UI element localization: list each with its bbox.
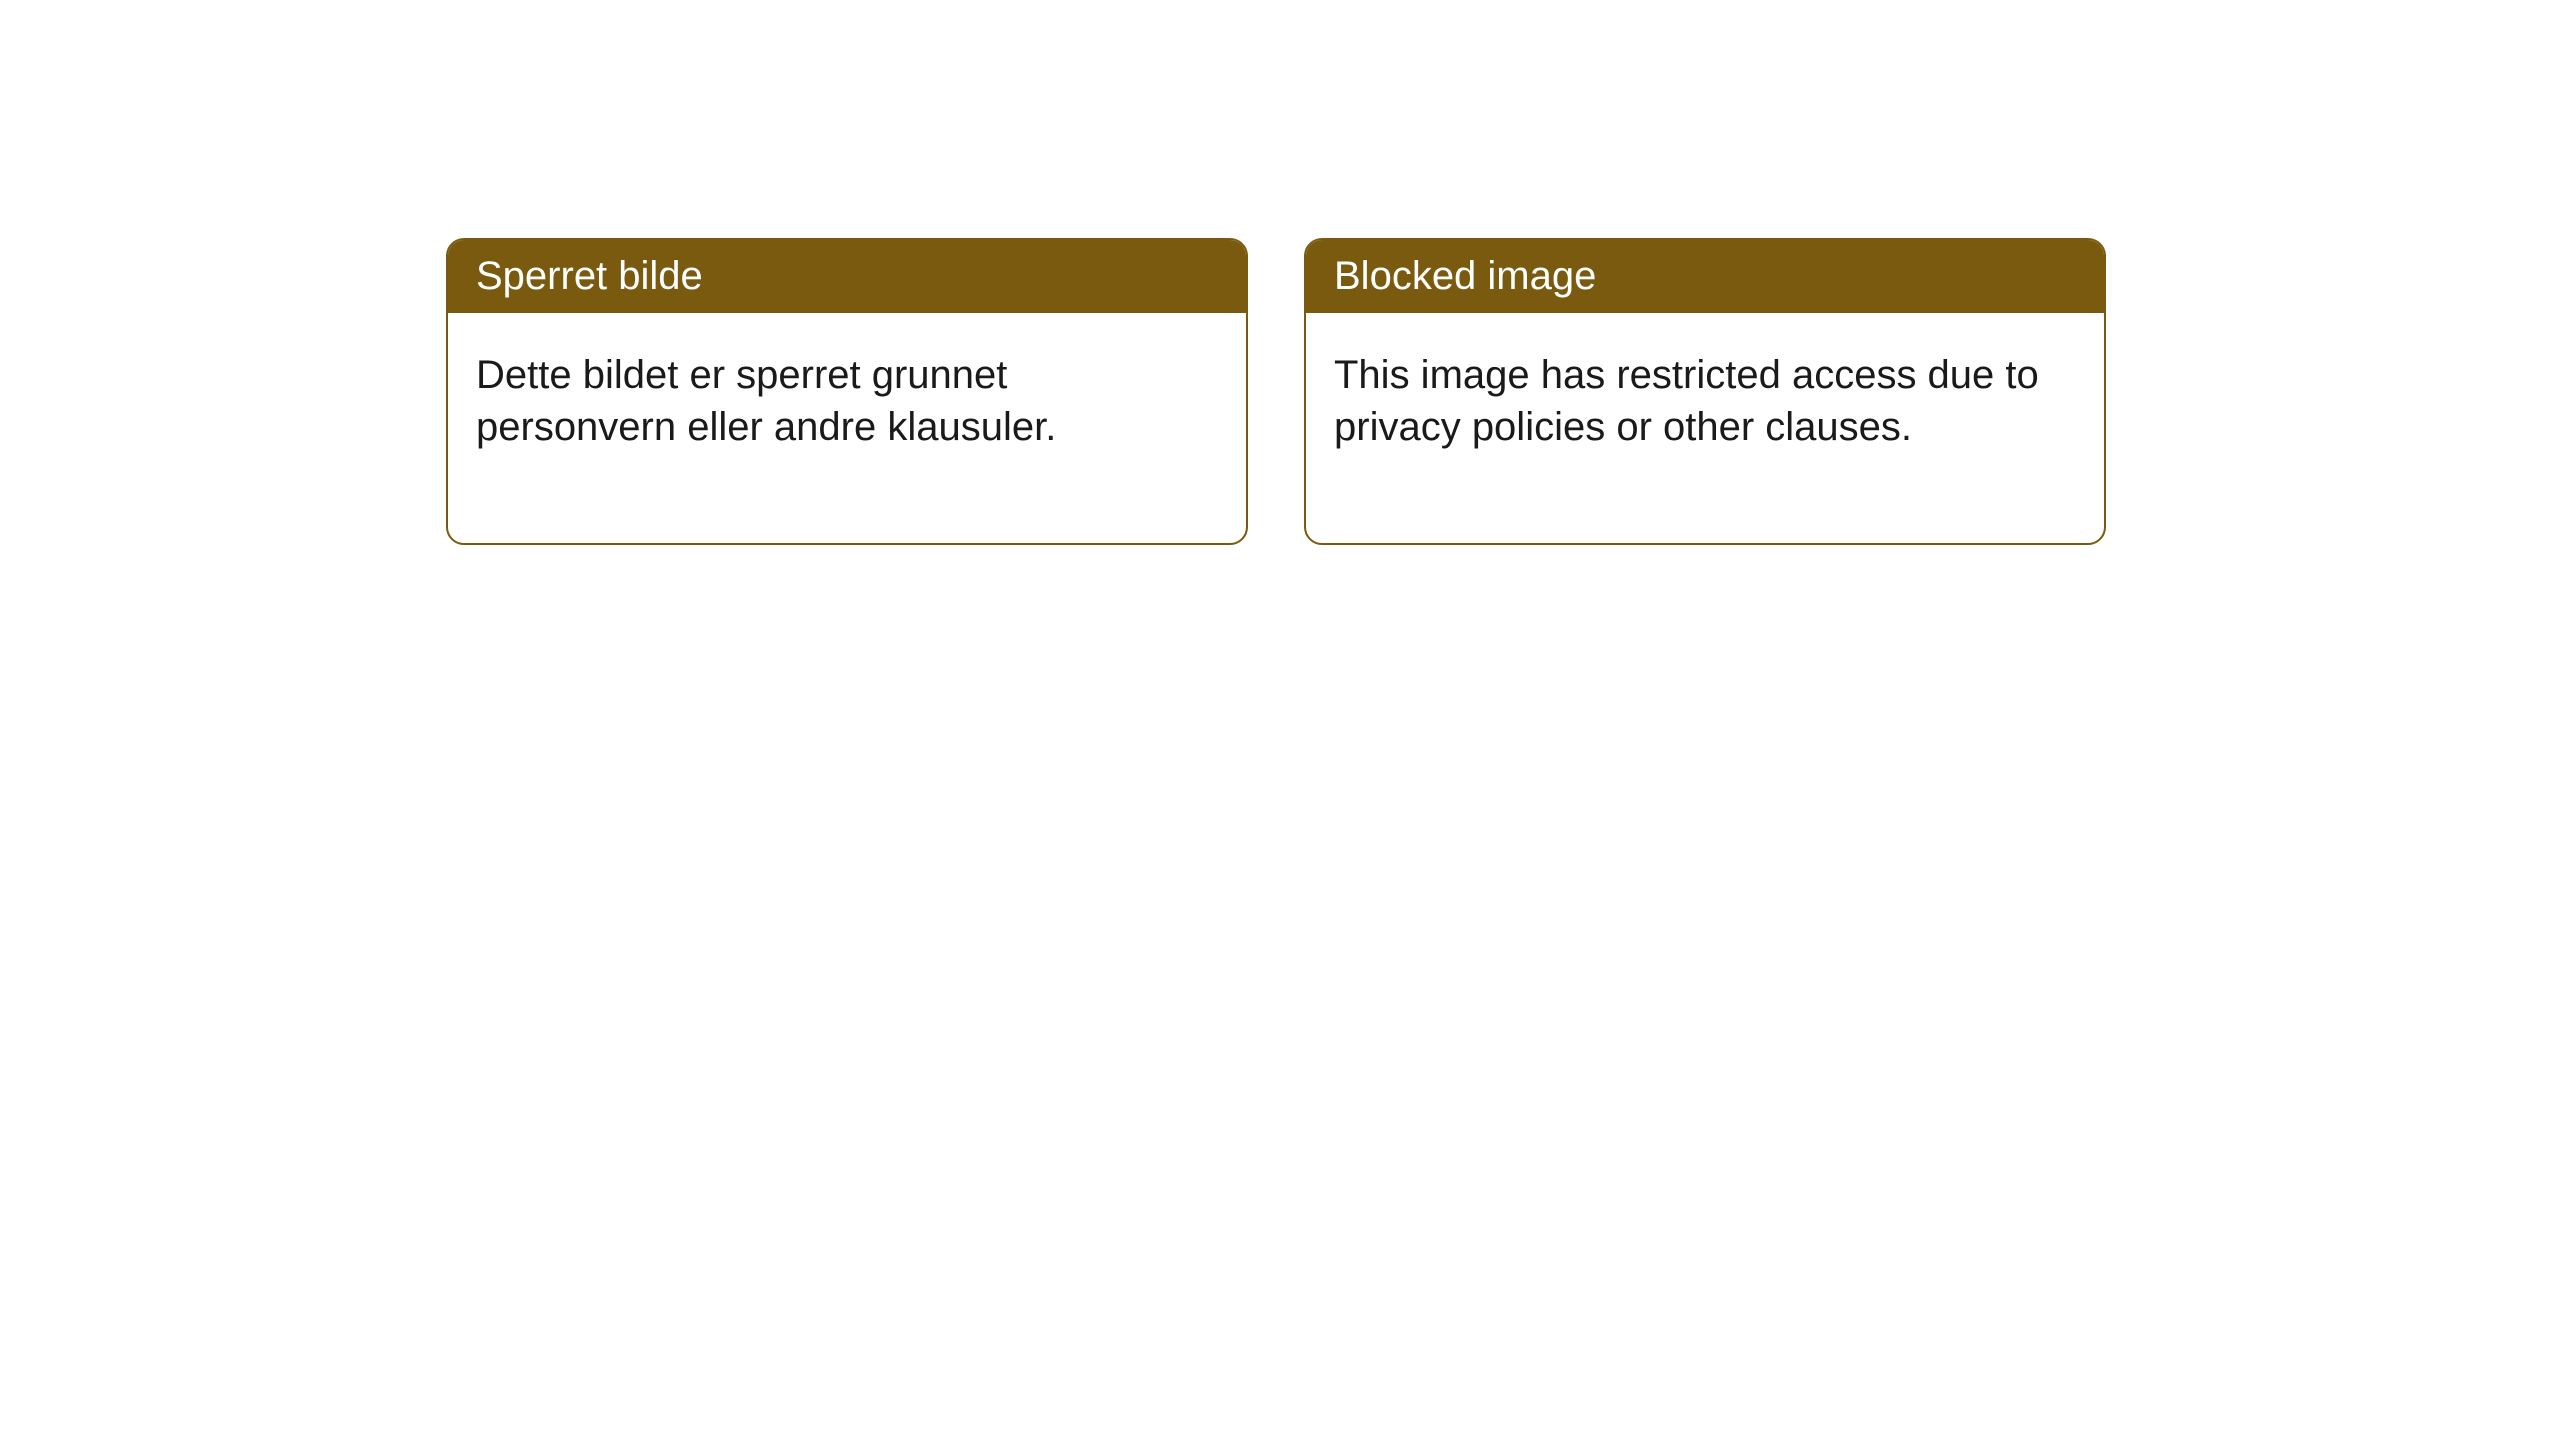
notice-box-english: Blocked image This image has restricted … — [1304, 238, 2106, 545]
notice-box-norwegian: Sperret bilde Dette bildet er sperret gr… — [446, 238, 1248, 545]
notice-body-english: This image has restricted access due to … — [1306, 313, 2104, 543]
notice-container: Sperret bilde Dette bildet er sperret gr… — [446, 238, 2106, 545]
notice-body-norwegian: Dette bildet er sperret grunnet personve… — [448, 313, 1246, 543]
notice-header-english: Blocked image — [1306, 240, 2104, 313]
notice-header-norwegian: Sperret bilde — [448, 240, 1246, 313]
